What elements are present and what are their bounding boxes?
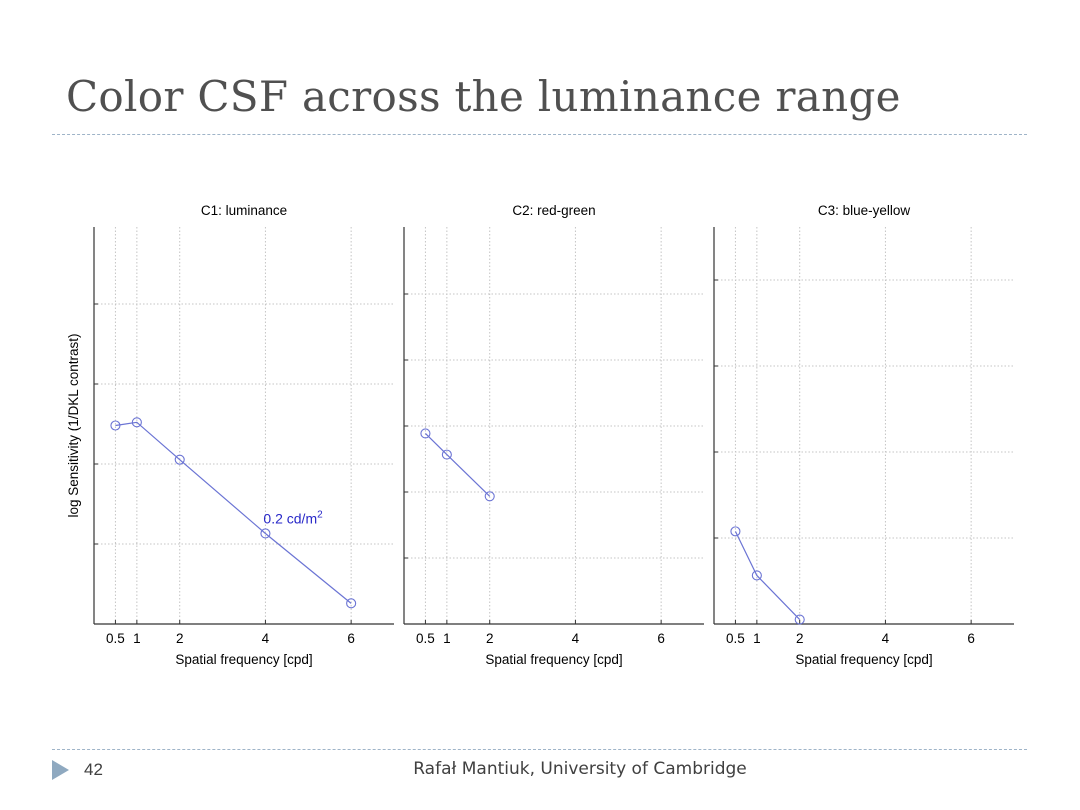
data-point [751,570,762,581]
x-tick-label: 2 [486,631,494,646]
chart-panel-1: 0.5 1 2 4 6 C1: luminance Spatial frequency [c… [66,203,394,667]
data-point [794,614,805,625]
x-tick-label: 1 [753,631,761,646]
annotation-superscript: 2 [317,509,323,520]
slide-title: Color CSF across the luminance range [66,72,901,121]
series-annotation: 0.2 cd/m2 [263,509,323,526]
data-point [110,420,121,431]
x-tick-label: 6 [657,631,665,646]
data-point [484,491,495,502]
series-line [115,421,352,604]
x-axis-label: Spatial frequency [cpd] [175,652,312,667]
data-point [174,454,185,465]
series-line [734,531,801,621]
chart-title: C2: red-green [512,203,595,218]
x-tick-label: 2 [176,631,184,646]
x-axis-label: Spatial frequency [cpd] [485,652,622,667]
chart-panel-2: 0.5 1 2 4 6 C2: red-green Spatial frequency [c… [403,203,704,667]
x-axis-label: Spatial frequency [cpd] [795,652,932,667]
data-point [260,528,271,539]
chart-title: C3: blue-yellow [818,203,911,218]
x-tick-label: 1 [443,631,451,646]
x-tick-label: 0.5 [106,631,125,646]
data-point [346,598,357,609]
series-line [425,433,491,497]
x-tick-label: 1 [133,631,141,646]
bullet-arrow-icon [52,760,69,780]
x-tick-label: 0.5 [416,631,435,646]
x-tick-label: 4 [262,631,270,646]
title-divider [52,134,1027,135]
chart-panel-3: 0.5 1 2 4 6 C3: blue-yellow Spatial frequency … [713,203,1014,667]
x-tick-label: 2 [796,631,804,646]
chart-title: C1: luminance [201,203,287,218]
x-tick-label: 4 [882,631,890,646]
x-tick-label: 6 [967,631,975,646]
data-point [730,526,741,537]
annotation-text: 0.2 cd/m [263,510,317,526]
x-tick-label: 4 [572,631,580,646]
footer-credit: Rafał Mantiuk, University of Cambridge [413,759,747,779]
x-tick-label: 6 [347,631,355,646]
page-number: 42 [84,760,103,779]
x-tick-label: 0.5 [726,631,745,646]
footer-divider [52,749,1027,750]
y-axis-label: log Sensitivity (1/DKL contrast) [66,333,81,517]
data-point [441,449,452,460]
data-point [131,417,142,428]
data-point [420,428,431,439]
